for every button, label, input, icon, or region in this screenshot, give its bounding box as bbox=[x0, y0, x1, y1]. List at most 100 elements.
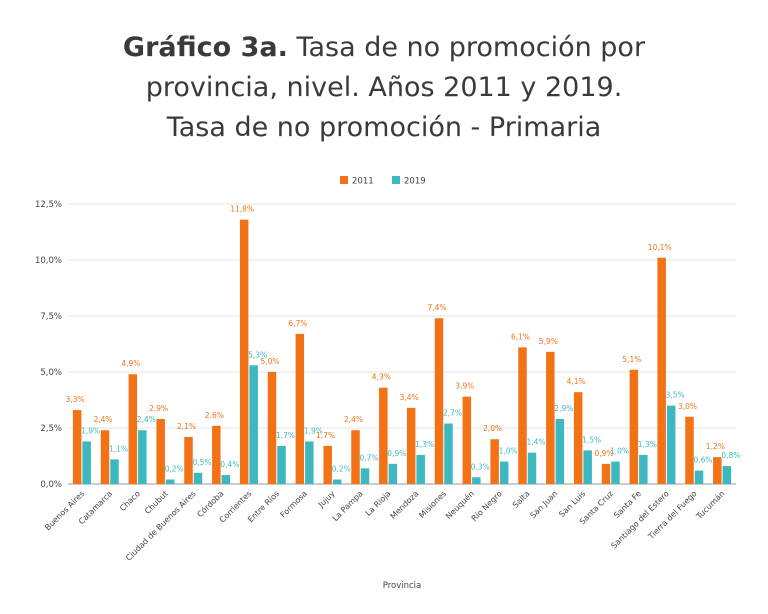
x-tick-label: Mendoza bbox=[389, 489, 421, 521]
bar-2019 bbox=[110, 459, 119, 484]
bar-2011 bbox=[573, 392, 583, 484]
bar-2011 bbox=[601, 463, 611, 484]
bar-2011 bbox=[267, 372, 277, 484]
bar-2011 bbox=[239, 219, 249, 484]
data-label-2011: 5,0% bbox=[260, 357, 279, 366]
bar-2011 bbox=[184, 436, 193, 484]
chart-title-line-1: Gráfico 3a. Tasa de no promoción por bbox=[0, 28, 768, 68]
data-label-2019: 3,5% bbox=[666, 391, 685, 400]
data-label-2019: 1,0% bbox=[499, 447, 518, 456]
bar-2019 bbox=[138, 430, 147, 484]
legend-swatch-2011 bbox=[340, 176, 348, 184]
bar-2019 bbox=[416, 454, 425, 484]
y-tick-label: 7,5% bbox=[40, 312, 62, 322]
y-tick-label: 10,0% bbox=[35, 256, 62, 266]
title-rest: Tasa de no promoción por bbox=[287, 32, 646, 63]
bar-2011 bbox=[490, 439, 499, 484]
data-label-2019: 0,2% bbox=[165, 465, 184, 474]
x-tick-label: Buenos Aires bbox=[43, 489, 86, 532]
data-label-2019: 2,7% bbox=[443, 409, 462, 418]
data-label-2019: 1,9% bbox=[304, 426, 323, 435]
chart-title-line-2: provincia, nivel. Años 2011 y 2019. bbox=[145, 72, 623, 103]
chart-title-line-3: Tasa de no promoción - Primaria bbox=[166, 112, 602, 143]
x-tick-label: Jujuy bbox=[316, 489, 337, 510]
bar-2019 bbox=[193, 472, 203, 484]
data-label-2019: 2,9% bbox=[554, 404, 573, 413]
data-label-2011: 1,7% bbox=[316, 431, 335, 440]
bar-2019 bbox=[360, 468, 370, 484]
bar-2019 bbox=[499, 461, 509, 484]
x-tick-label: Río Negro bbox=[470, 489, 504, 523]
x-tick-label: Formosa bbox=[279, 489, 310, 520]
data-label-2019: 0,3% bbox=[471, 462, 490, 471]
bar-2019 bbox=[583, 450, 592, 484]
bar-2011 bbox=[713, 457, 722, 484]
data-label-2019: 1,5% bbox=[582, 435, 601, 444]
data-label-2011: 2,6% bbox=[205, 411, 224, 420]
bar-2019 bbox=[666, 405, 676, 484]
legend-swatch-2019 bbox=[392, 176, 400, 184]
data-label-2011: 2,1% bbox=[177, 422, 196, 431]
data-label-2019: 0,6% bbox=[693, 456, 712, 465]
data-label-2011: 4,3% bbox=[372, 373, 391, 382]
bar-2019 bbox=[388, 463, 398, 484]
data-label-2019: 1,7% bbox=[276, 431, 295, 440]
data-label-2011: 4,1% bbox=[567, 377, 586, 386]
data-label-2019: 1,0% bbox=[610, 447, 629, 456]
bar-2011 bbox=[156, 419, 165, 484]
bar-2019 bbox=[722, 466, 732, 484]
bar-2011 bbox=[295, 333, 305, 484]
data-label-2011: 11,8% bbox=[230, 205, 254, 214]
bar-2019 bbox=[305, 441, 314, 484]
data-label-2019: 1,3% bbox=[638, 440, 657, 449]
title-bold: Gráfico 3a. bbox=[122, 32, 288, 63]
data-label-2011: 3,4% bbox=[400, 393, 419, 402]
legend-label-2019: 2019 bbox=[404, 177, 426, 187]
bar-2019 bbox=[165, 479, 175, 484]
bar-2019 bbox=[611, 461, 620, 484]
data-label-2011: 1,2% bbox=[706, 442, 725, 451]
data-label-2019: 1,9% bbox=[81, 426, 100, 435]
data-label-2011: 3,3% bbox=[66, 395, 85, 404]
x-tick-label: La Pampa bbox=[331, 489, 365, 523]
bar-2019 bbox=[332, 479, 342, 484]
data-label-2011: 2,9% bbox=[149, 404, 168, 413]
y-tick-label: 12,5% bbox=[35, 200, 62, 210]
data-label-2011: 4,9% bbox=[121, 359, 140, 368]
data-label-2019: 0,8% bbox=[721, 451, 740, 460]
data-label-2011: 6,1% bbox=[511, 332, 530, 341]
bar-2011 bbox=[434, 318, 444, 484]
bar-2011 bbox=[323, 445, 332, 484]
bar-2011 bbox=[518, 347, 527, 484]
data-label-2019: 1,4% bbox=[526, 438, 545, 447]
bar-2019 bbox=[444, 423, 453, 484]
x-tick-label: Tierra del Fuego bbox=[646, 489, 699, 542]
data-label-2019: 2,4% bbox=[137, 415, 156, 424]
bar-2011 bbox=[546, 351, 555, 484]
data-label-2019: 0,9% bbox=[387, 449, 406, 458]
data-label-2019: 0,5% bbox=[192, 458, 211, 467]
data-label-2011: 0,9% bbox=[594, 449, 613, 458]
data-label-2011: 3,0% bbox=[678, 402, 697, 411]
data-label-2019: 5,3% bbox=[248, 350, 267, 359]
y-tick-label: 0,0% bbox=[40, 480, 62, 490]
bar-2019 bbox=[249, 365, 258, 484]
x-tick-label: Chubut bbox=[143, 489, 170, 516]
bar-2019 bbox=[277, 445, 286, 484]
bar-2019 bbox=[639, 454, 648, 484]
data-label-2019: 1,3% bbox=[415, 440, 434, 449]
x-tick-label: Salta bbox=[511, 489, 532, 510]
data-label-2011: 2,4% bbox=[93, 415, 112, 424]
bar-2019 bbox=[555, 419, 565, 484]
bar-2011 bbox=[379, 387, 388, 484]
bar-2011 bbox=[462, 396, 472, 484]
bar-2011 bbox=[406, 407, 416, 484]
bar-2011 bbox=[629, 369, 639, 484]
data-label-2019: 0,7% bbox=[359, 453, 378, 462]
bar-2019 bbox=[527, 452, 537, 484]
data-label-2019: 0,4% bbox=[220, 460, 239, 469]
data-label-2011: 2,0% bbox=[483, 424, 502, 433]
data-label-2011: 5,1% bbox=[622, 355, 641, 364]
data-label-2011: 6,7% bbox=[288, 319, 307, 328]
